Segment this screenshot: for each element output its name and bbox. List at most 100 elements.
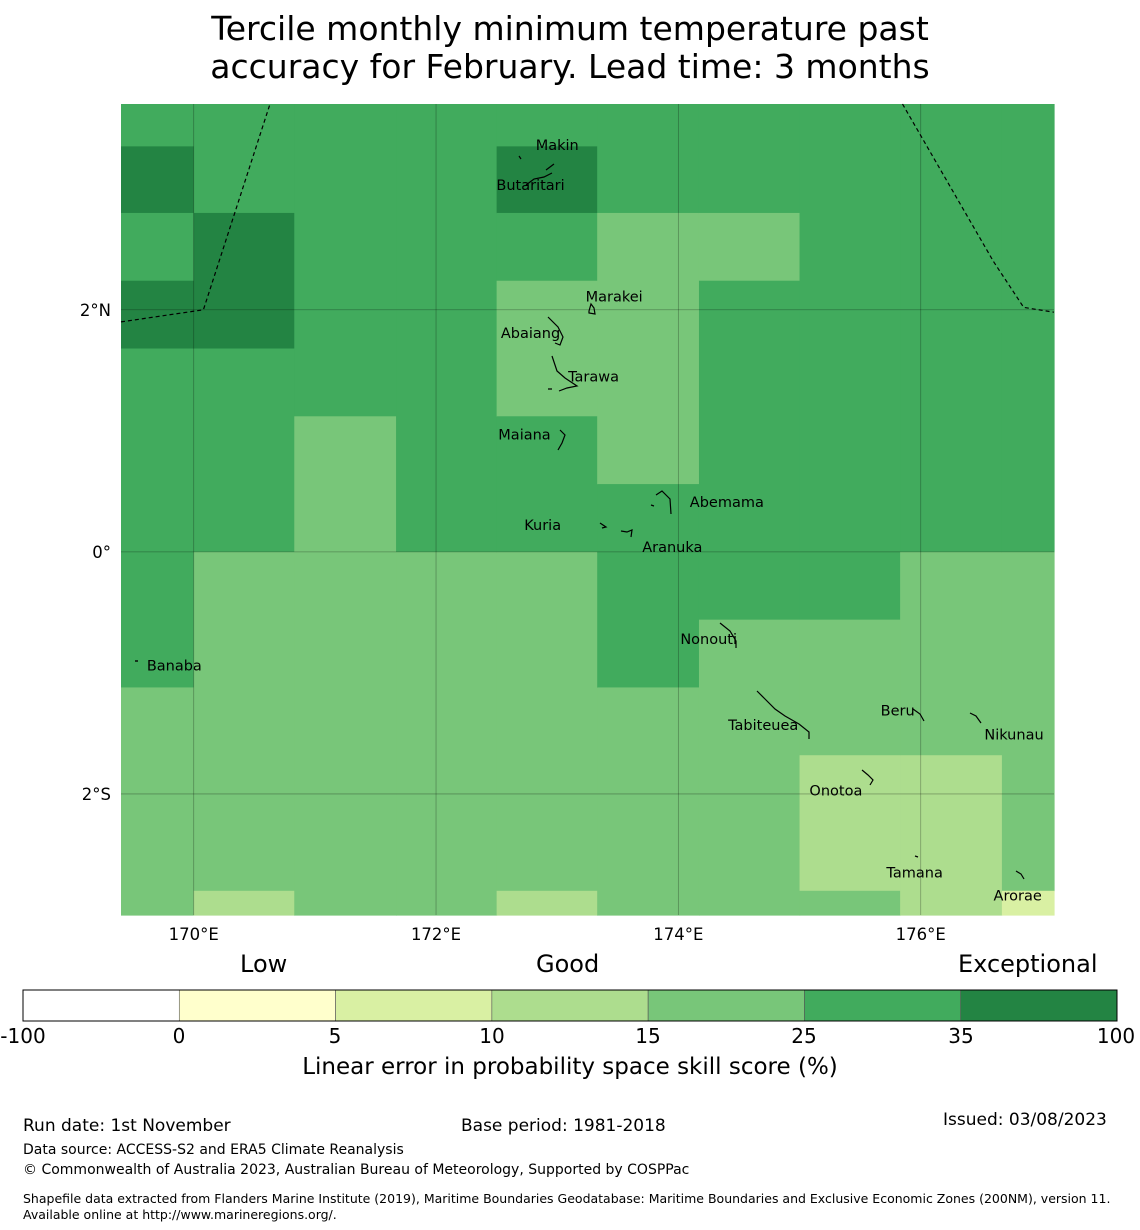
place-label-abaiang: Abaiang: [501, 326, 560, 342]
place-label-tarawa: Tarawa: [567, 369, 619, 385]
skill-cell: [597, 484, 700, 553]
eez-boundaries: [120, 103, 1055, 323]
place-label-makin: Makin: [536, 138, 579, 154]
colorbar-segment: [335, 989, 493, 1022]
skill-cell: [799, 890, 901, 916]
colorbar-label-good: Good: [536, 950, 600, 978]
colorbar-tick: 10: [479, 1024, 505, 1048]
skill-cell: [496, 890, 598, 916]
island-tarawa-outline: [548, 355, 579, 392]
base-period: Base period: 1981-2018: [461, 1116, 666, 1136]
colorbar-segment: [647, 989, 805, 1022]
lat-tick-label: 2°S: [82, 785, 111, 804]
skill-cell: [496, 104, 598, 147]
colorbar-tick: 0: [172, 1024, 186, 1048]
skill-cell: [698, 104, 801, 214]
colorbar-tick: -100: [0, 1024, 46, 1048]
place-label-banaba: Banaba: [147, 659, 202, 675]
skill-cell: [496, 212, 598, 282]
island-nonouti-outline: [719, 622, 737, 648]
lon-tick-label: 174°E: [653, 925, 703, 944]
skill-cell: [799, 104, 901, 553]
skill-cell: [121, 280, 195, 350]
colorbar-segment: [491, 989, 649, 1022]
title-line-1: Tercile monthly minimum temperature past: [211, 9, 929, 48]
skill-cell: [496, 551, 598, 892]
colorbar-segment: [804, 989, 962, 1022]
colorbar-title: Linear error in probability space skill …: [302, 1054, 838, 1080]
skill-cell: [121, 104, 195, 147]
skill-cell: [698, 280, 801, 553]
place-label-arorae: Arorae: [994, 889, 1042, 905]
skill-cell: [597, 212, 700, 485]
skill-cell: [1001, 104, 1055, 553]
data-source: Data source: ACCESS-S2 and ERA5 Climate …: [23, 1142, 404, 1158]
colorbar-segment: [960, 989, 1118, 1022]
lat-tick-label: 0°: [92, 543, 111, 562]
title-line-2: accuracy for February. Lead time: 3 mont…: [210, 47, 930, 86]
island-nikunau-outline: [969, 712, 982, 724]
axis-tick-labels: 170°E 172°E 174°E 176°E 2°N 0° 2°S: [80, 301, 946, 944]
skill-cell: [193, 104, 295, 214]
run-date: Run date: 1st November: [23, 1116, 231, 1136]
skill-cell: [698, 551, 801, 621]
place-label-abemama: Abemama: [690, 495, 764, 511]
lat-tick-label: 2°N: [80, 301, 111, 320]
skill-cell: [900, 104, 1003, 553]
skill-cell: [121, 348, 195, 553]
island-tamana-outline: [914, 855, 919, 858]
lon-tick-label: 172°E: [411, 925, 461, 944]
island-arorae-outline: [1015, 870, 1025, 880]
colorbar-segment: [178, 989, 336, 1022]
place-label-maiana: Maiana: [498, 427, 550, 443]
skill-cell: [799, 619, 901, 756]
island-tabiteuea-outline: [756, 690, 810, 739]
island-onotoa-outline: [861, 769, 874, 786]
skill-cell: [900, 755, 1003, 916]
skill-cell: [294, 416, 397, 553]
island-marakei-outline: [588, 302, 596, 315]
eez-boundary-line: [120, 103, 271, 323]
place-label-nikunau: Nikunau: [984, 728, 1043, 744]
skill-cell: [121, 551, 195, 689]
island-makin-outline: [518, 155, 555, 186]
skill-cell: [193, 212, 295, 350]
colorbar-tick: 5: [328, 1024, 342, 1048]
lon-tick-label: 176°E: [896, 925, 946, 944]
skill-cell: [193, 551, 295, 892]
place-label-marakei: Marakei: [586, 289, 643, 305]
skill-cell: [396, 104, 498, 553]
colorbar-tick: 15: [635, 1024, 661, 1048]
colorbar-tick: 100: [1096, 1024, 1136, 1048]
skill-cell: [294, 104, 397, 417]
lon-tick-label: 170°E: [169, 925, 219, 944]
copyright: © Commonwealth of Australia 2023, Austra…: [23, 1162, 690, 1178]
shapefile-credit: Shapefile data extracted from Flanders M…: [23, 1191, 1111, 1222]
colorbar-label-exceptional: Exceptional: [958, 950, 1098, 978]
skill-cell: [597, 104, 700, 214]
skill-cell: [1001, 551, 1055, 892]
place-label-aranuka: Aranuka: [642, 540, 702, 556]
skill-cell: [496, 280, 598, 417]
skill-cell: [193, 890, 295, 916]
colorbar-segment: [22, 989, 180, 1022]
skill-cell: [900, 551, 1003, 756]
skill-cell: [799, 551, 901, 621]
place-label-nonouti: Nonouti: [680, 632, 737, 648]
island-beru-outline: [912, 708, 925, 722]
skill-cell: [698, 212, 801, 282]
place-label-beru: Beru: [881, 703, 915, 719]
skill-cell: [597, 687, 700, 916]
skill-cell: [698, 619, 801, 916]
skill-cell: [496, 146, 598, 214]
colorbar-label-low: Low: [240, 950, 288, 978]
colorbar: [22, 989, 1118, 1022]
place-label-tabiteuea: Tabiteuea: [727, 718, 798, 734]
place-label-tamana: Tamana: [885, 866, 942, 882]
colorbar-frame: [22, 989, 1118, 1022]
skill-cell: [294, 551, 397, 916]
skill-cell: [193, 348, 295, 553]
place-label-butaritari: Butaritari: [496, 178, 564, 194]
skill-cell: [496, 416, 598, 553]
